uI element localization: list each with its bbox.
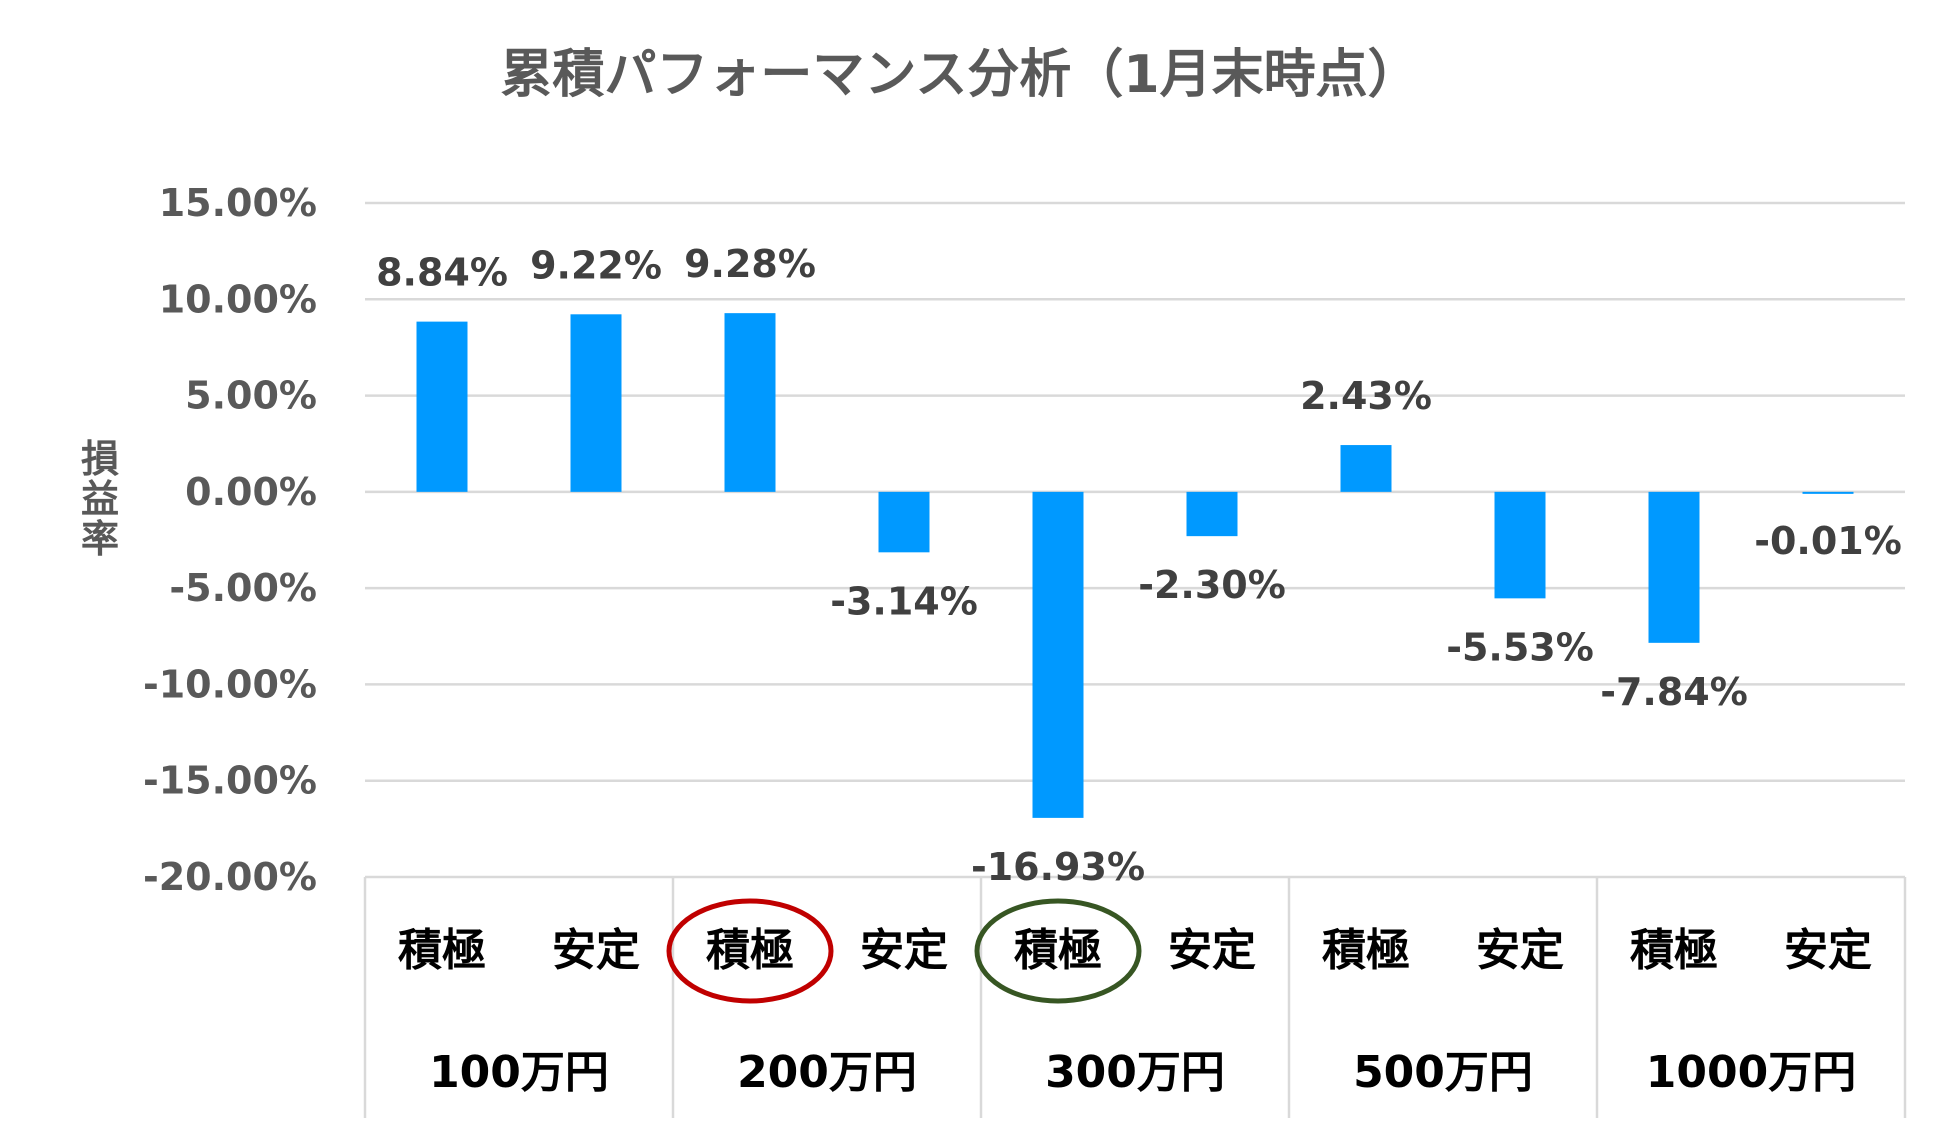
chart-title: 累積パフォーマンス分析（1月末時点） xyxy=(500,45,1419,105)
data-labels: 8.84% 9.22% 9.28% -3.14% -16.93% -2.30% 2.43% -… xyxy=(376,242,1902,889)
y-axis-ticks: 15.00% 10.00% 5.00% 0.00% -5.00% -10.00% -15.0… xyxy=(143,181,317,899)
bar xyxy=(1802,491,1854,494)
data-label: 2.43% xyxy=(1300,374,1432,418)
bar xyxy=(416,321,468,492)
x-category-label: 安定 xyxy=(1168,925,1256,976)
data-label: -5.53% xyxy=(1446,625,1594,669)
data-label: 9.22% xyxy=(530,243,662,287)
bar xyxy=(724,313,776,492)
bar xyxy=(1494,491,1546,599)
x-group-label: 200万円 xyxy=(737,1047,917,1098)
highlight-ellipse xyxy=(666,898,834,1004)
data-label: -3.14% xyxy=(830,579,978,623)
data-label: -7.84% xyxy=(1600,670,1748,714)
y-tick-label: -5.00% xyxy=(169,566,317,610)
y-tick-label: -15.00% xyxy=(143,759,317,803)
x-category-label: 積極 xyxy=(706,925,794,976)
bars xyxy=(416,313,1854,818)
x-category-label: 安定 xyxy=(1784,925,1872,976)
x-category-label: 安定 xyxy=(1476,925,1564,976)
data-label: -16.93% xyxy=(971,845,1145,889)
x-group-label: 300万円 xyxy=(1045,1047,1225,1098)
data-label: 8.84% xyxy=(376,251,508,295)
y-tick-label: -10.00% xyxy=(143,662,317,706)
highlight-ellipse xyxy=(974,898,1142,1004)
x-category-label: 積極 xyxy=(1630,925,1718,976)
gridlines xyxy=(365,201,1905,879)
x-group-label: 500万円 xyxy=(1353,1047,1533,1098)
x-group-label: 100万円 xyxy=(429,1047,609,1098)
y-tick-label: 10.00% xyxy=(159,277,317,321)
bar xyxy=(878,491,930,553)
y-tick-label: 15.00% xyxy=(159,181,317,225)
y-tick-label: -20.00% xyxy=(143,855,317,899)
data-label: -0.01% xyxy=(1754,519,1902,563)
bar xyxy=(1340,445,1392,492)
x-axis: 積極 安定 積極 安定 積極 安定 積極 安定 積極 安定 100万円 200万円 300万円 500万円… xyxy=(363,877,1907,1118)
annotations xyxy=(666,898,1142,1004)
bar xyxy=(1186,491,1238,537)
x-category-label: 安定 xyxy=(552,925,640,976)
y-axis-label: 損益率 xyxy=(81,437,119,561)
data-label: -2.30% xyxy=(1138,563,1286,607)
bar xyxy=(1648,491,1700,643)
y-tick-label: 0.00% xyxy=(185,470,317,514)
x-category-label: 安定 xyxy=(860,925,948,976)
x-group-label: 1000万円 xyxy=(1646,1047,1856,1098)
x-category-label: 積極 xyxy=(1322,925,1410,976)
y-tick-label: 5.00% xyxy=(185,374,317,418)
x-category-label: 積極 xyxy=(1014,925,1102,976)
data-label: 9.28% xyxy=(684,242,816,286)
bar xyxy=(1032,491,1084,818)
bar xyxy=(570,314,622,492)
x-category-label: 積極 xyxy=(398,925,486,976)
